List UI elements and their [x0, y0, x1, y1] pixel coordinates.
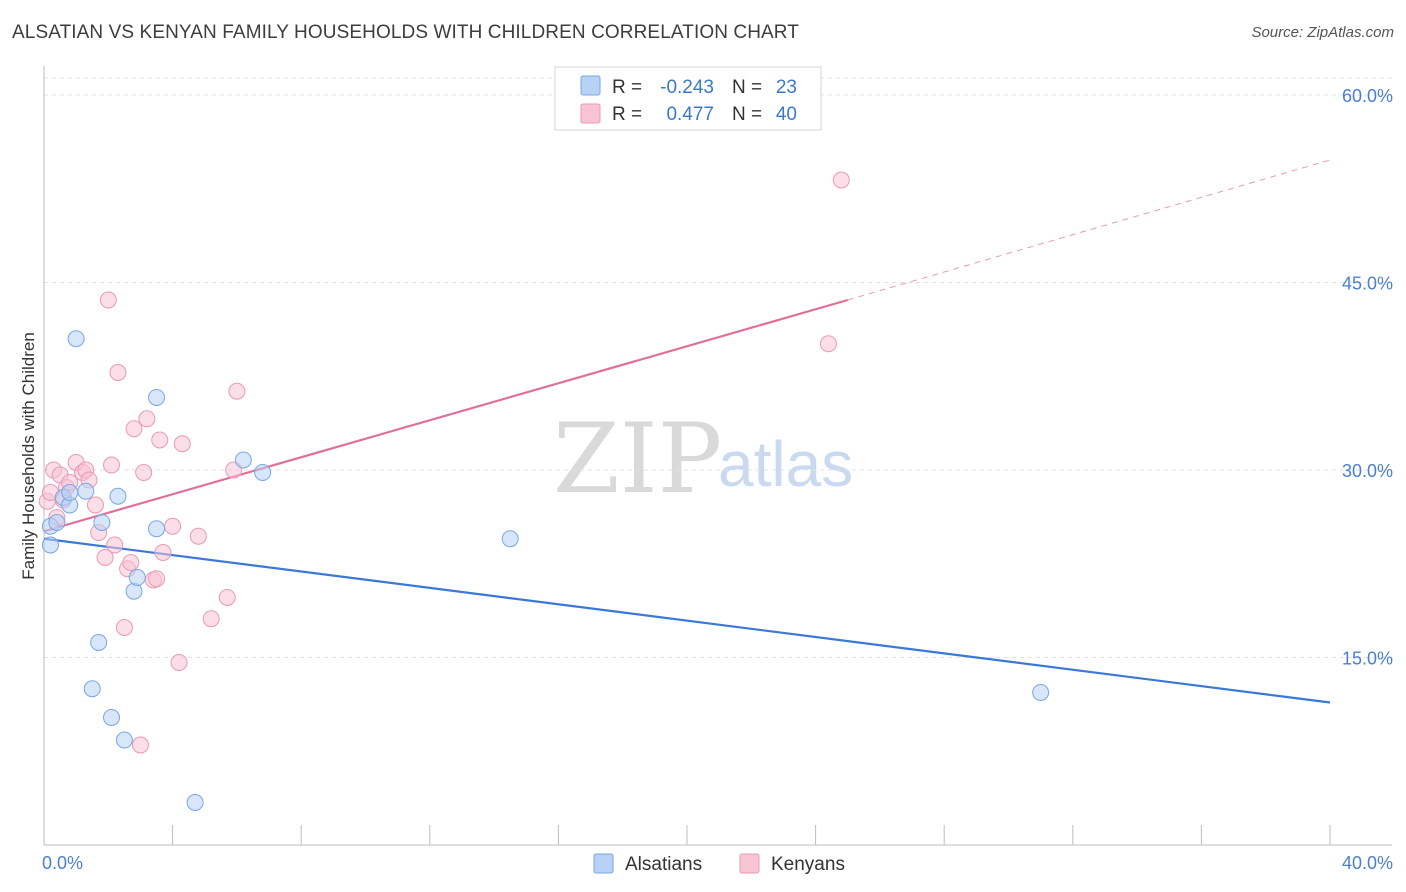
kenyan-point [96, 549, 114, 566]
alsatian-n-label: N = [732, 77, 762, 98]
kenyan-trendline [43, 298, 849, 533]
axes [43, 66, 1392, 846]
kenyan-point [832, 171, 850, 189]
alsatian-point [128, 569, 146, 586]
alsatian-point [77, 482, 95, 500]
y-tick-label: 60.0% [1342, 86, 1393, 106]
gridlines [44, 77, 1392, 658]
kenyan-point [202, 610, 220, 628]
stats-legend: R = -0.243 N = 23 R = 0.477 N = 40 [554, 66, 822, 131]
alsatian-point [1032, 684, 1050, 701]
alsatian-point [115, 731, 133, 749]
y-tick-label: 15.0% [1342, 649, 1393, 669]
y-tick-label: 30.0% [1342, 461, 1393, 481]
kenyan-point [115, 619, 133, 636]
tick-labels: 15.0% 30.0% 45.0% 60.0% 0.0% 40.0% [42, 86, 1393, 873]
alsatian-point [501, 530, 519, 548]
kenyan-legend-swatch [580, 103, 601, 124]
kenyans-legend-swatch [739, 853, 760, 874]
alsatian-r-value: -0.243 [660, 77, 714, 98]
kenyan-point [99, 291, 117, 309]
kenyan-point [135, 464, 153, 481]
kenyan-point [228, 382, 246, 400]
alsatians-legend-label: Alsatians [625, 854, 702, 875]
alsatian-point [148, 389, 166, 406]
watermark: ZIP atlas [553, 403, 853, 515]
kenyan-point [125, 420, 143, 438]
kenyan-n-label: N = [732, 104, 762, 125]
kenyan-point [148, 570, 166, 588]
alsatian-point [61, 484, 79, 501]
kenyan-point [86, 496, 104, 514]
watermark-atlas: atlas [718, 428, 853, 500]
trendlines [43, 159, 1331, 704]
y-tick-label: 45.0% [1342, 274, 1393, 294]
kenyan-point [131, 736, 149, 754]
kenyan-point [189, 527, 207, 545]
kenyans-legend-label: Kenyans [771, 854, 845, 875]
kenyan-r-value: 0.477 [666, 104, 714, 125]
alsatian-point [67, 330, 85, 348]
alsatian-point [83, 680, 101, 698]
alsatian-trendline [43, 537, 1331, 704]
kenyan-point [138, 410, 156, 428]
x-tick-label: 40.0% [1342, 853, 1393, 873]
kenyan-n-value: 40 [776, 104, 797, 125]
alsatian-point [41, 536, 59, 554]
alsatian-point [109, 487, 127, 505]
alsatian-point [186, 794, 204, 811]
alsatian-point [148, 520, 166, 538]
alsatian-legend-swatch [580, 75, 601, 96]
alsatian-n-value: 23 [776, 77, 797, 98]
kenyan-point [122, 554, 140, 571]
kenyan-point [173, 435, 191, 453]
y-axis-title: Family Households with Children [19, 332, 38, 580]
source-label: Source: ZipAtlas.com [1251, 24, 1394, 41]
kenyan-point [109, 364, 127, 381]
kenyan-point [106, 536, 124, 554]
kenyan-point [103, 456, 121, 474]
x-tick-label: 0.0% [42, 853, 83, 873]
alsatian-point [234, 451, 252, 469]
alsatian-r-label: R = [612, 77, 642, 98]
kenyan-point [151, 431, 169, 449]
watermark-zip: ZIP [553, 403, 722, 515]
kenyan-point [164, 517, 182, 535]
chart-title: ALSATIAN VS KENYAN FAMILY HOUSEHOLDS WIT… [12, 22, 799, 43]
alsatian-point [103, 709, 121, 726]
series-legend: Alsatians Kenyans [593, 853, 845, 875]
kenyan-r-label: R = [612, 104, 642, 125]
alsatian-point [93, 514, 111, 531]
alsatian-point [254, 464, 272, 481]
kenyan-point [170, 654, 188, 671]
kenyan-point [218, 589, 236, 606]
data-points [38, 171, 1050, 811]
kenyan-point [154, 544, 172, 561]
alsatians-legend-swatch [593, 853, 614, 874]
kenyan-trendline-extension [847, 159, 1331, 301]
alsatian-point [48, 514, 66, 531]
kenyan-point [819, 335, 837, 353]
alsatian-point [90, 634, 108, 651]
